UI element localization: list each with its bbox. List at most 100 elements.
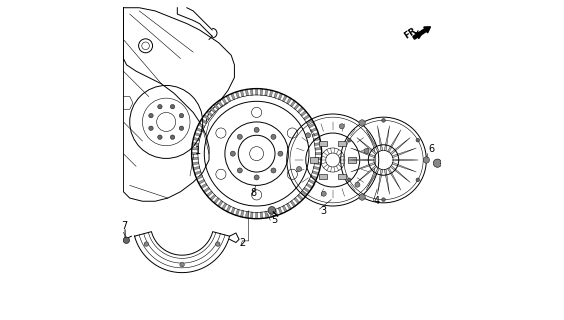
Polygon shape [357,138,377,155]
Text: 2: 2 [239,238,245,248]
Polygon shape [260,89,263,95]
Circle shape [215,242,220,246]
Circle shape [306,133,311,138]
Circle shape [416,178,420,182]
Polygon shape [294,103,299,110]
Circle shape [297,166,302,172]
Polygon shape [387,130,401,152]
Polygon shape [201,183,207,188]
Polygon shape [240,211,244,217]
Circle shape [271,168,276,173]
Circle shape [359,194,365,200]
Polygon shape [390,165,410,182]
Polygon shape [274,209,278,216]
Polygon shape [310,175,317,180]
Circle shape [149,126,153,131]
FancyBboxPatch shape [319,174,327,179]
Polygon shape [196,128,203,132]
Circle shape [230,151,235,156]
Polygon shape [357,165,377,182]
Polygon shape [366,130,380,152]
Polygon shape [210,107,216,113]
Polygon shape [222,98,227,104]
Polygon shape [314,166,320,170]
Circle shape [237,134,243,140]
Text: 6: 6 [428,144,434,154]
Polygon shape [314,137,320,141]
Polygon shape [349,159,374,161]
Polygon shape [231,207,235,214]
Circle shape [359,120,365,126]
Polygon shape [377,169,383,194]
Polygon shape [198,180,205,184]
Polygon shape [198,123,205,128]
Circle shape [170,104,175,109]
Polygon shape [193,166,200,170]
Polygon shape [192,153,198,155]
Polygon shape [315,148,321,150]
Polygon shape [314,162,321,165]
Circle shape [170,135,175,140]
Polygon shape [193,137,200,141]
FancyBboxPatch shape [338,141,346,146]
Polygon shape [315,153,321,155]
Polygon shape [393,159,418,161]
Polygon shape [314,142,321,146]
Polygon shape [245,212,249,218]
Polygon shape [384,126,390,151]
Circle shape [149,113,153,118]
Polygon shape [265,212,268,218]
Polygon shape [278,93,283,100]
Polygon shape [287,98,292,104]
Circle shape [321,191,326,196]
FancyBboxPatch shape [310,157,318,163]
Circle shape [340,124,345,129]
Polygon shape [315,157,321,160]
Polygon shape [250,212,253,219]
Polygon shape [278,207,283,214]
Circle shape [382,118,385,122]
Polygon shape [290,201,296,207]
FancyBboxPatch shape [338,174,346,179]
Circle shape [254,127,259,132]
Circle shape [180,262,184,267]
Circle shape [355,182,360,187]
Circle shape [179,126,184,131]
Circle shape [144,242,148,246]
Text: 1: 1 [195,146,201,156]
FancyBboxPatch shape [347,157,356,163]
Circle shape [416,138,420,142]
Polygon shape [390,138,410,155]
Polygon shape [265,89,268,96]
Text: 8: 8 [250,188,257,198]
Polygon shape [214,103,219,110]
Circle shape [347,138,351,142]
Polygon shape [377,126,383,151]
Polygon shape [240,90,244,97]
Polygon shape [351,148,375,158]
Polygon shape [218,100,223,107]
Circle shape [433,159,442,167]
Polygon shape [250,89,253,95]
Polygon shape [290,100,296,107]
Polygon shape [196,175,203,180]
Circle shape [254,175,259,180]
Polygon shape [310,128,317,132]
Polygon shape [303,187,310,193]
Polygon shape [387,168,401,190]
Polygon shape [303,115,310,120]
Polygon shape [245,89,249,96]
Circle shape [158,135,162,140]
Polygon shape [301,191,307,197]
Polygon shape [309,123,315,128]
Polygon shape [351,162,375,172]
Polygon shape [222,203,227,210]
Polygon shape [392,148,416,158]
Polygon shape [206,191,213,197]
FancyArrow shape [413,27,430,39]
Polygon shape [192,142,199,146]
Circle shape [364,148,369,154]
Text: 4: 4 [374,196,380,206]
Polygon shape [226,205,231,212]
Polygon shape [283,205,287,212]
